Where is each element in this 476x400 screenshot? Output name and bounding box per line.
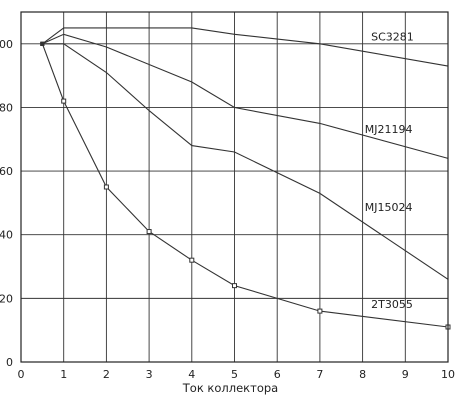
tick-labels: 012345678910020406080100: [0, 38, 455, 381]
y-tick-label: 40: [0, 229, 13, 242]
series-line-MJ15024: [42, 43, 449, 280]
series-label: SC3281: [371, 31, 414, 44]
x-tick-label: 8: [359, 368, 366, 381]
x-tick-label: 1: [60, 368, 67, 381]
x-tick-label: 6: [274, 368, 281, 381]
data-point: [61, 98, 67, 104]
x-tick-label: 10: [441, 368, 455, 381]
x-tick-label: 2: [103, 368, 110, 381]
series-line-2T3055: [41, 43, 449, 328]
y-tick-label: 80: [0, 101, 13, 114]
plot-frame: [20, 11, 449, 363]
series-line-SC3281: [42, 27, 449, 67]
series-layer: [40, 27, 451, 330]
y-tick-label: 0: [6, 356, 13, 369]
x-tick-label: 3: [146, 368, 153, 381]
series-labels: SC3281 MJ21194 MJ15024 2T3055: [365, 31, 414, 311]
y-tick-label: 20: [0, 292, 13, 305]
data-point: [103, 184, 109, 190]
x-tick-label: 9: [402, 368, 409, 381]
x-tick-label: 0: [18, 368, 25, 381]
x-tick-label: 7: [316, 368, 323, 381]
series-label: MJ15024: [365, 201, 413, 214]
y-tick-label: 100: [0, 38, 13, 51]
data-point: [317, 308, 323, 314]
series-label: MJ21194: [365, 123, 413, 136]
x-tick-label: 5: [231, 368, 238, 381]
start-point: [40, 41, 45, 46]
x-tick-label: 4: [188, 368, 195, 381]
data-point: [232, 283, 237, 289]
data-point: [146, 229, 152, 235]
series-line-MJ21194: [42, 33, 449, 159]
y-tick-label: 60: [0, 165, 13, 178]
data-point: [189, 257, 195, 263]
series-label: 2T3055: [371, 298, 413, 311]
x-axis-title: Ток коллектора: [182, 381, 278, 395]
